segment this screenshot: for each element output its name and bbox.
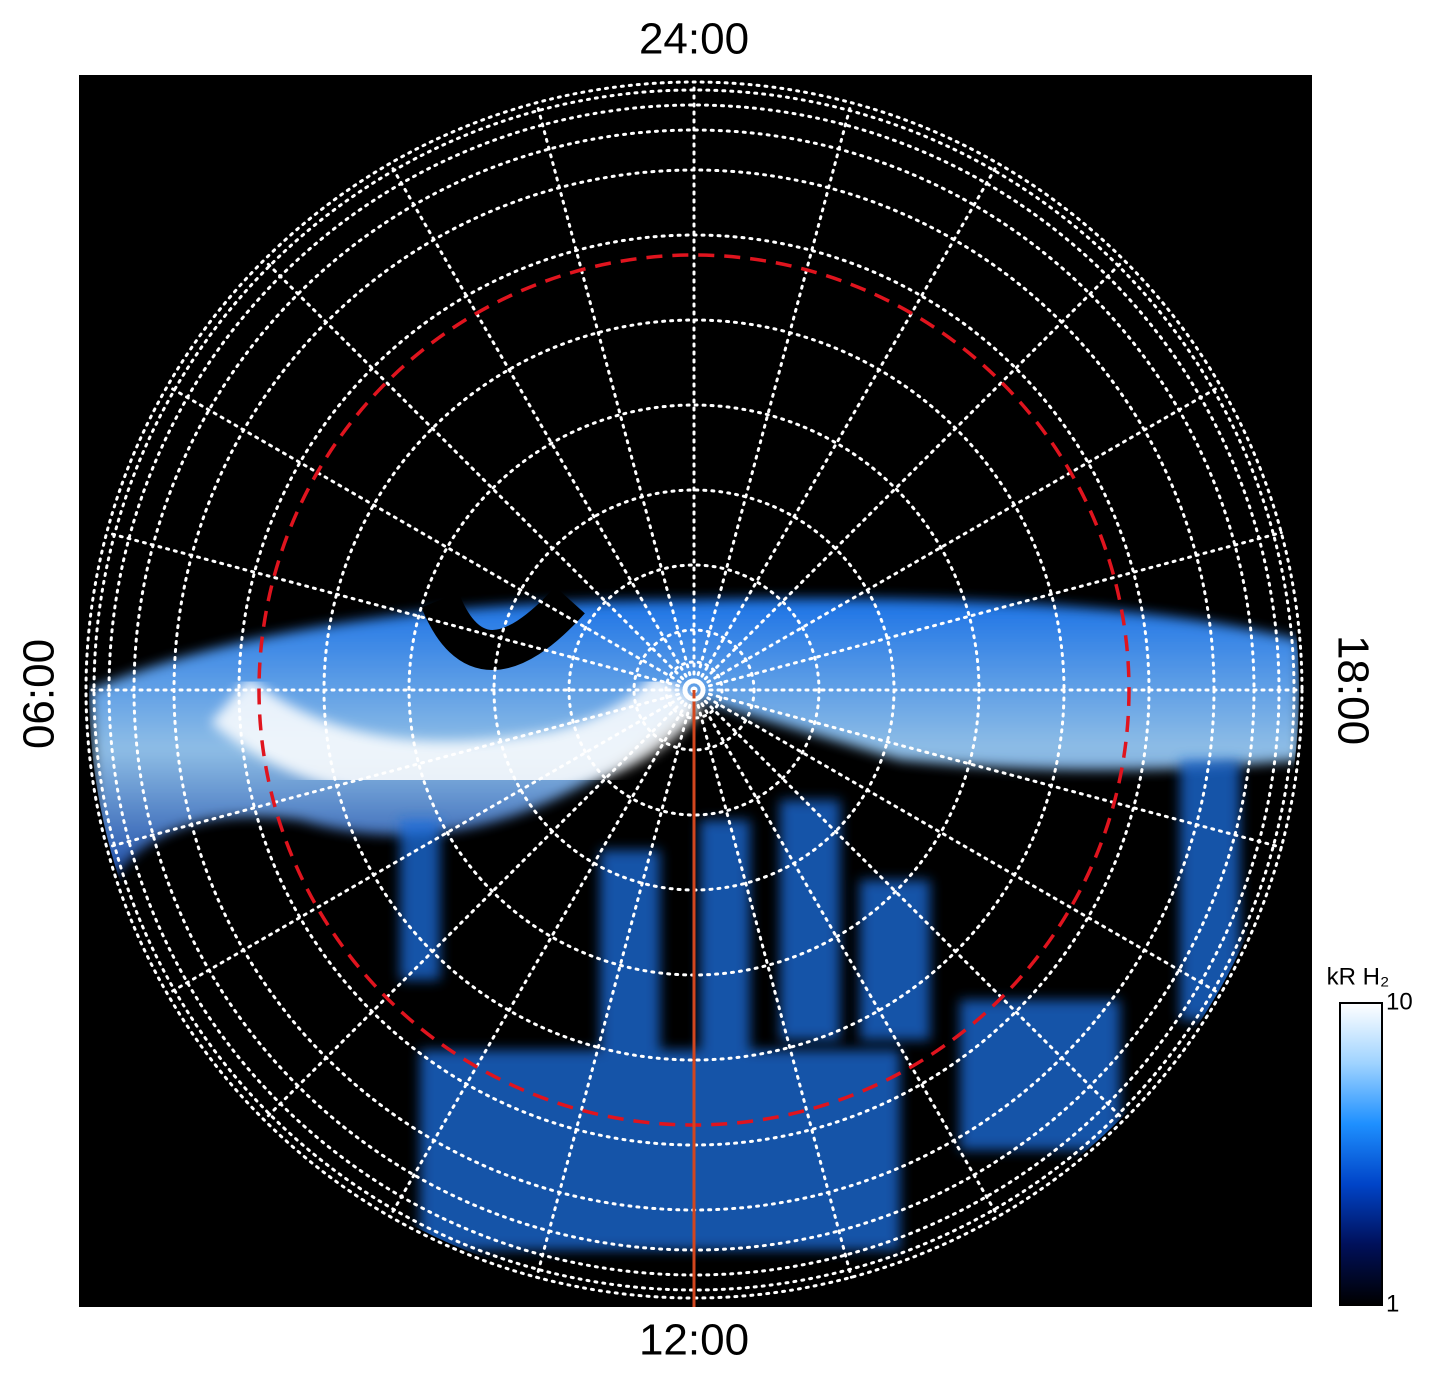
- colorbar-tick-label: 10: [1386, 988, 1413, 1015]
- grid-spoke: [692, 161, 1000, 692]
- grid-spoke: [692, 688, 1000, 1219]
- grid-circle: [632, 628, 756, 752]
- grid-spoke: [692, 688, 1223, 996]
- grid-spoke: [535, 101, 696, 692]
- grid-spoke: [262, 258, 696, 692]
- grid-spoke: [262, 688, 696, 1122]
- lt-label-top: 24:00: [639, 15, 749, 64]
- grid-circle: [567, 563, 821, 817]
- grid-spoke: [388, 161, 696, 692]
- bright-arc: [210, 670, 704, 802]
- lt-label-right: 18:00: [1328, 635, 1377, 745]
- auroral-band: [90, 598, 1299, 900]
- grid-spoke: [535, 688, 696, 1279]
- dayside-patches: [400, 760, 1240, 1250]
- colorbar-scale: [1339, 1002, 1383, 1306]
- colorbar-tick-label: 1: [1386, 1290, 1399, 1317]
- grid-spoke: [692, 531, 1283, 692]
- grid-spoke: [692, 688, 1126, 1122]
- grid-spoke: [692, 384, 1223, 692]
- grid-spoke: [692, 688, 853, 1279]
- lt-label-bottom: 12:00: [639, 1316, 749, 1365]
- grid-spoke: [692, 258, 1126, 692]
- lt-label-left: 06:00: [15, 639, 64, 749]
- grid-spoke: [105, 688, 696, 849]
- grid-spoke: [165, 688, 696, 996]
- colorbar-label: kR H₂: [1327, 963, 1390, 990]
- colorbar: kR H₂ 1 10: [1327, 963, 1413, 1317]
- emission-image: [90, 586, 1299, 1250]
- pole-marker: [682, 678, 706, 702]
- grid-spoke: [692, 101, 853, 692]
- grid-spoke: [105, 531, 696, 692]
- dark-notch: [421, 586, 585, 670]
- grid-spoke: [388, 688, 696, 1219]
- grid-spoke: [165, 384, 696, 692]
- grid-spoke: [692, 688, 1283, 849]
- grid-circle: [664, 660, 724, 720]
